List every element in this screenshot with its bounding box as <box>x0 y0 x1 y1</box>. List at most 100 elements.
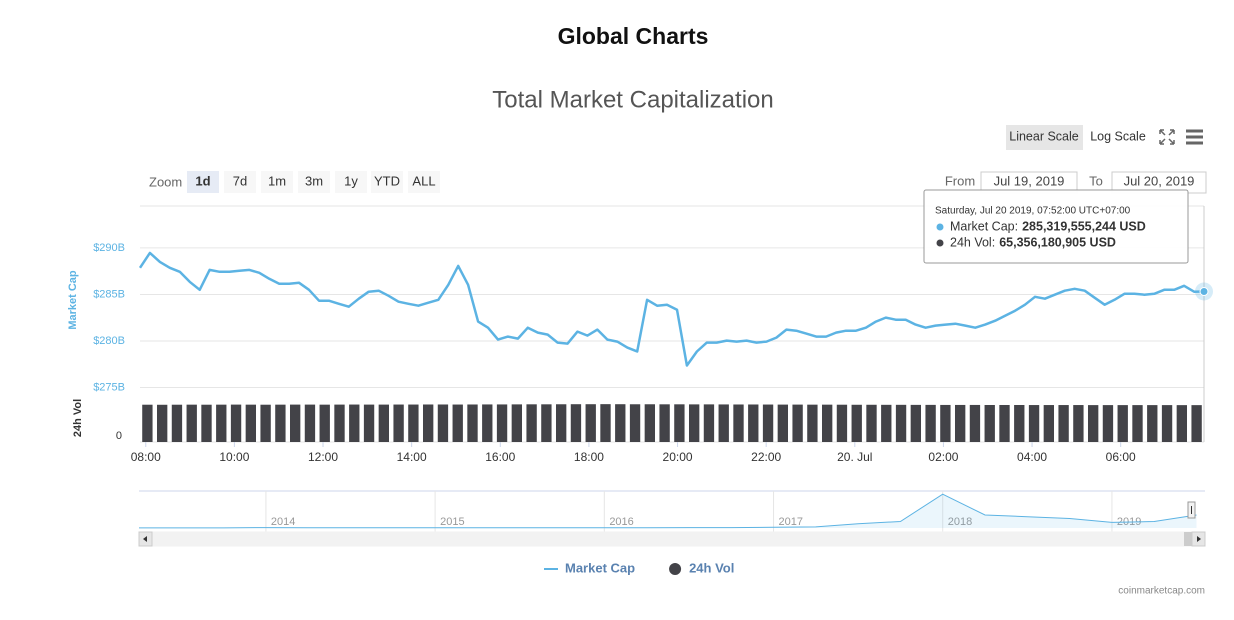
market-cap-line <box>138 251 1205 367</box>
from-value[interactable]: Jul 19, 2019 <box>994 173 1065 188</box>
volume-bar <box>718 404 729 442</box>
scrollbar-thumb[interactable] <box>1184 532 1192 546</box>
volume-bar <box>334 404 345 442</box>
volume-bar <box>349 404 360 442</box>
volume-bar <box>851 404 862 442</box>
tooltip-label: 24h Vol: <box>950 235 995 249</box>
credit[interactable]: coinmarketcap.com <box>1118 586 1205 597</box>
x-tick-label: 18:00 <box>574 450 604 464</box>
zoom-button[interactable]: 7d <box>233 173 247 188</box>
volume-bar <box>733 404 744 442</box>
volume-bar <box>999 404 1010 442</box>
volume-bar <box>482 404 493 442</box>
volume-bar <box>984 404 995 442</box>
zoom-button-bg[interactable] <box>371 171 403 193</box>
scale-button-bg[interactable] <box>1006 125 1083 150</box>
zoom-button-bg[interactable] <box>224 171 256 193</box>
tooltip-value: 285,319,555,244 USD <box>1022 219 1146 233</box>
tooltip-bullet <box>936 223 944 231</box>
volume-bar <box>703 404 715 442</box>
volume-bar <box>629 404 641 442</box>
volume-bar <box>1087 405 1099 442</box>
volume-bar <box>644 404 656 442</box>
volume-bar <box>1117 405 1128 442</box>
zoom-button-bg[interactable] <box>187 171 219 193</box>
legend-symbol[interactable] <box>669 563 682 575</box>
scrollbar-track[interactable] <box>138 531 1206 547</box>
volume-bar <box>674 404 685 442</box>
x-tick-label: 02:00 <box>928 450 958 464</box>
scale-button[interactable]: Linear Scale <box>1009 129 1079 143</box>
legend-label[interactable]: 24h Vol <box>689 560 734 575</box>
volume-bar <box>1102 405 1114 442</box>
volume-bar <box>555 404 567 442</box>
scrollbar-right-arrow <box>1197 536 1201 542</box>
x-tick-label: 16:00 <box>485 450 515 464</box>
volume-bar <box>541 404 552 442</box>
zoom-button[interactable]: 3m <box>305 173 323 188</box>
to-value[interactable]: Jul 20, 2019 <box>1124 173 1195 188</box>
zoom-button-bg[interactable] <box>408 171 440 193</box>
volume-bar <box>762 404 774 442</box>
volume-bar <box>260 404 271 442</box>
tooltip-box <box>923 189 1189 264</box>
to-label: To <box>1089 173 1103 188</box>
volume-bar <box>585 404 596 442</box>
scrollbar-left-arrow <box>143 536 147 542</box>
zoom-button-bg[interactable] <box>335 171 367 193</box>
volume-bar <box>615 404 626 442</box>
navigator-tick-label: 2018 <box>948 516 972 528</box>
volume-bar <box>881 404 892 442</box>
zoom-button-bg[interactable] <box>298 171 330 193</box>
navigator-tick-label: 2016 <box>609 516 633 528</box>
volume-bar <box>142 404 153 442</box>
scale-button[interactable]: Log Scale <box>1090 129 1146 143</box>
volume-bar <box>408 404 419 442</box>
volume-bar <box>467 404 478 442</box>
navigator-tick-label: 2015 <box>440 516 464 528</box>
volume-bar <box>511 404 523 442</box>
zoom-button[interactable]: 1y <box>344 173 358 188</box>
volume-bar <box>1028 405 1040 442</box>
tooltip-title: Saturday, Jul 20 2019, 07:52:00 UTC+07:0… <box>935 206 1131 217</box>
menu-icon[interactable] <box>1186 129 1203 145</box>
volume-bar <box>1014 404 1025 442</box>
volume-bar <box>925 404 936 442</box>
fullscreen-icon[interactable] <box>1159 129 1175 145</box>
zoom-button-bg[interactable] <box>261 171 293 193</box>
volume-bar <box>910 404 922 442</box>
y-tick-label: $275B <box>93 381 125 393</box>
volume-bar <box>156 404 168 442</box>
x-tick-label: 06:00 <box>1106 450 1136 464</box>
volume-bar <box>526 404 537 442</box>
volume-bar <box>1073 405 1084 442</box>
y-tick-label: $290B <box>93 242 125 254</box>
x-tick-label: 20:00 <box>663 450 693 464</box>
x-tick-label: 12:00 <box>308 450 338 464</box>
zoom-button[interactable]: ALL <box>412 173 435 188</box>
volume-bar <box>1058 405 1069 442</box>
volume-bar <box>171 404 183 442</box>
zoom-button[interactable]: 1m <box>268 173 286 188</box>
volume-bar <box>393 404 404 442</box>
y-tick-label: 0 <box>116 430 122 442</box>
volume-bar <box>1147 405 1158 442</box>
x-tick-label: 20. Jul <box>837 450 872 464</box>
legend-label[interactable]: Market Cap <box>565 560 635 575</box>
volume-bar <box>821 404 833 442</box>
navigator-area <box>139 494 1197 528</box>
navigator-line <box>139 493 1197 529</box>
x-tick-label: 04:00 <box>1017 450 1047 464</box>
zoom-button[interactable]: YTD <box>374 173 400 188</box>
volume-bar <box>304 404 316 442</box>
volume-bar <box>836 404 848 442</box>
volume-bar <box>275 404 286 442</box>
volume-bar <box>186 404 197 442</box>
volume-bar <box>422 404 434 442</box>
volume-bar <box>1132 405 1143 442</box>
volume-bar <box>954 404 966 442</box>
zoom-button[interactable]: 1d <box>195 173 210 188</box>
zoom-label: Zoom <box>149 174 182 189</box>
volume-bar <box>1161 405 1173 442</box>
volume-bar <box>289 404 301 442</box>
